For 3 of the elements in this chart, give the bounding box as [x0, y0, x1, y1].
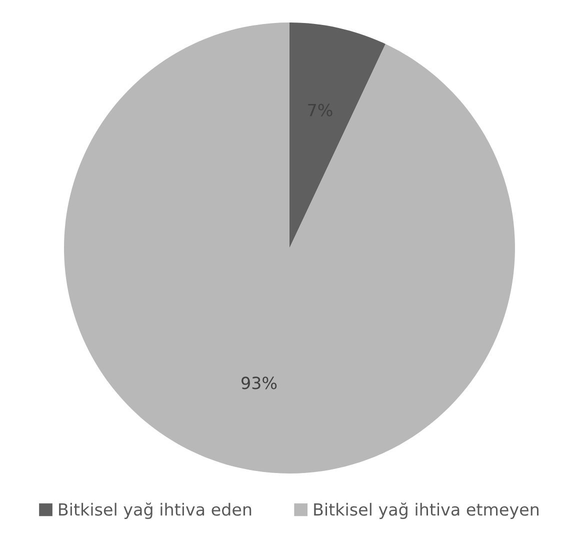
legend-label: Bitkisel yağ ihtiva eden — [59, 502, 252, 519]
data-label: 93% — [242, 376, 277, 390]
legend-label: Bitkisel yağ ihtiva etmeyen — [314, 502, 538, 519]
